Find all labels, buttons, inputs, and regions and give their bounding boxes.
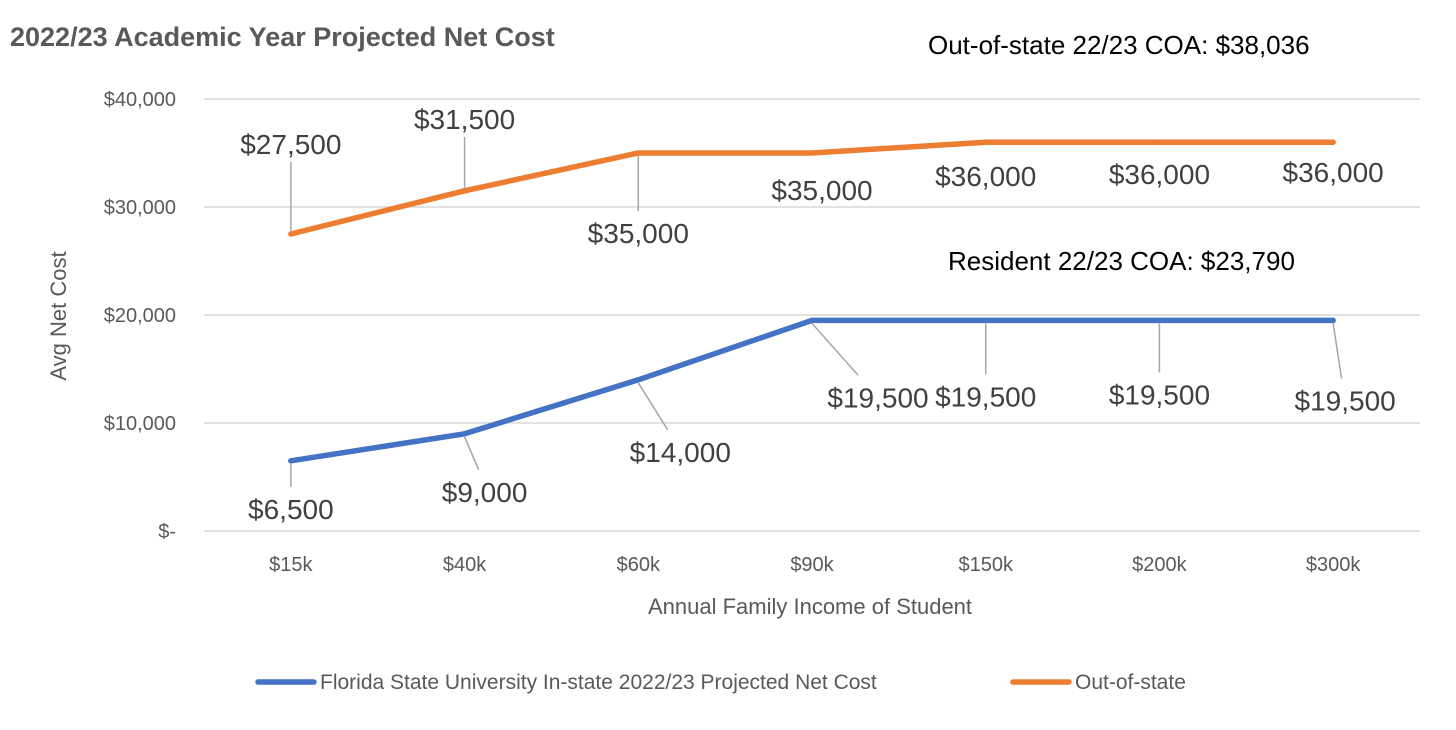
data-label: $35,000	[771, 175, 872, 206]
data-point	[288, 458, 294, 464]
data-label: $19,500	[1109, 379, 1210, 410]
data-point	[983, 139, 989, 145]
y-tick-label: $40,000	[104, 89, 176, 111]
y-axis-label: Avg Net Cost	[46, 251, 71, 380]
x-tick-label: $300k	[1306, 554, 1361, 576]
data-point	[635, 150, 641, 156]
x-tick-label: $90k	[790, 554, 834, 576]
chart-title: 2022/23 Academic Year Projected Net Cost	[10, 22, 555, 52]
data-label: $14,000	[630, 437, 731, 468]
legend-label: Out-of-state	[1075, 671, 1186, 694]
leader-line	[1332, 323, 1343, 379]
x-axis-label: Annual Family Income of Student	[648, 594, 972, 619]
data-point	[983, 317, 989, 323]
x-tick-label: $60k	[617, 554, 661, 576]
resident-coa-annotation: Resident 22/23 COA: $23,790	[948, 246, 1295, 276]
data-point	[1156, 139, 1162, 145]
data-point	[635, 377, 641, 383]
x-tick-label: $40k	[443, 554, 487, 576]
data-label: $36,000	[1283, 157, 1384, 188]
y-tick-label: $30,000	[104, 197, 176, 219]
data-point	[462, 431, 468, 437]
data-point	[1156, 317, 1162, 323]
legend: Florida State University In-state 2022/2…	[255, 671, 1186, 694]
out-of-state-coa-annotation: Out-of-state 22/23 COA: $38,036	[928, 30, 1310, 60]
x-axis-ticks: $15k $40k $60k $90k $150k $200k $300k	[269, 554, 1361, 576]
x-tick-label: $150k	[958, 554, 1013, 576]
data-point	[288, 231, 294, 237]
data-label: $9,000	[442, 477, 528, 508]
data-label: $31,500	[414, 104, 515, 135]
y-tick-label: $20,000	[104, 305, 176, 327]
data-label: $36,000	[1109, 159, 1210, 190]
y-axis-ticks: $- $10,000 $20,000 $30,000 $40,000	[104, 89, 176, 543]
data-label: $27,500	[240, 129, 341, 160]
series-layer: $6,500$9,000$14,000$19,500 $19,500 $19,500…	[240, 104, 1396, 525]
data-label: $19,500	[935, 381, 1036, 412]
y-tick-label: $-	[158, 521, 176, 543]
data-point	[462, 188, 468, 194]
data-label: $35,000	[588, 218, 689, 249]
series-group: $6,500$9,000$14,000$19,500 $19,500 $19,500…	[248, 317, 1396, 525]
data-point	[1330, 317, 1336, 323]
gridlines	[204, 98, 1420, 532]
data-label: $36,000	[935, 161, 1036, 192]
x-tick-label: $15k	[269, 554, 313, 576]
data-label: $19,500	[1295, 385, 1396, 416]
data-label: $6,500	[248, 494, 334, 525]
leader-line	[811, 322, 859, 376]
leader-line	[637, 382, 669, 431]
leader-line	[463, 436, 480, 471]
data-label: $19,500	[827, 382, 928, 413]
legend-label: Florida State University In-state 2022/2…	[320, 671, 877, 694]
x-tick-label: $200k	[1132, 554, 1187, 576]
data-point	[809, 150, 815, 156]
data-point	[1330, 139, 1336, 145]
data-point	[809, 317, 815, 323]
series-group: $27,500 $31,500 $35,000 $35,000 $36,000 $36,0…	[240, 104, 1384, 249]
y-tick-label: $10,000	[104, 413, 176, 435]
